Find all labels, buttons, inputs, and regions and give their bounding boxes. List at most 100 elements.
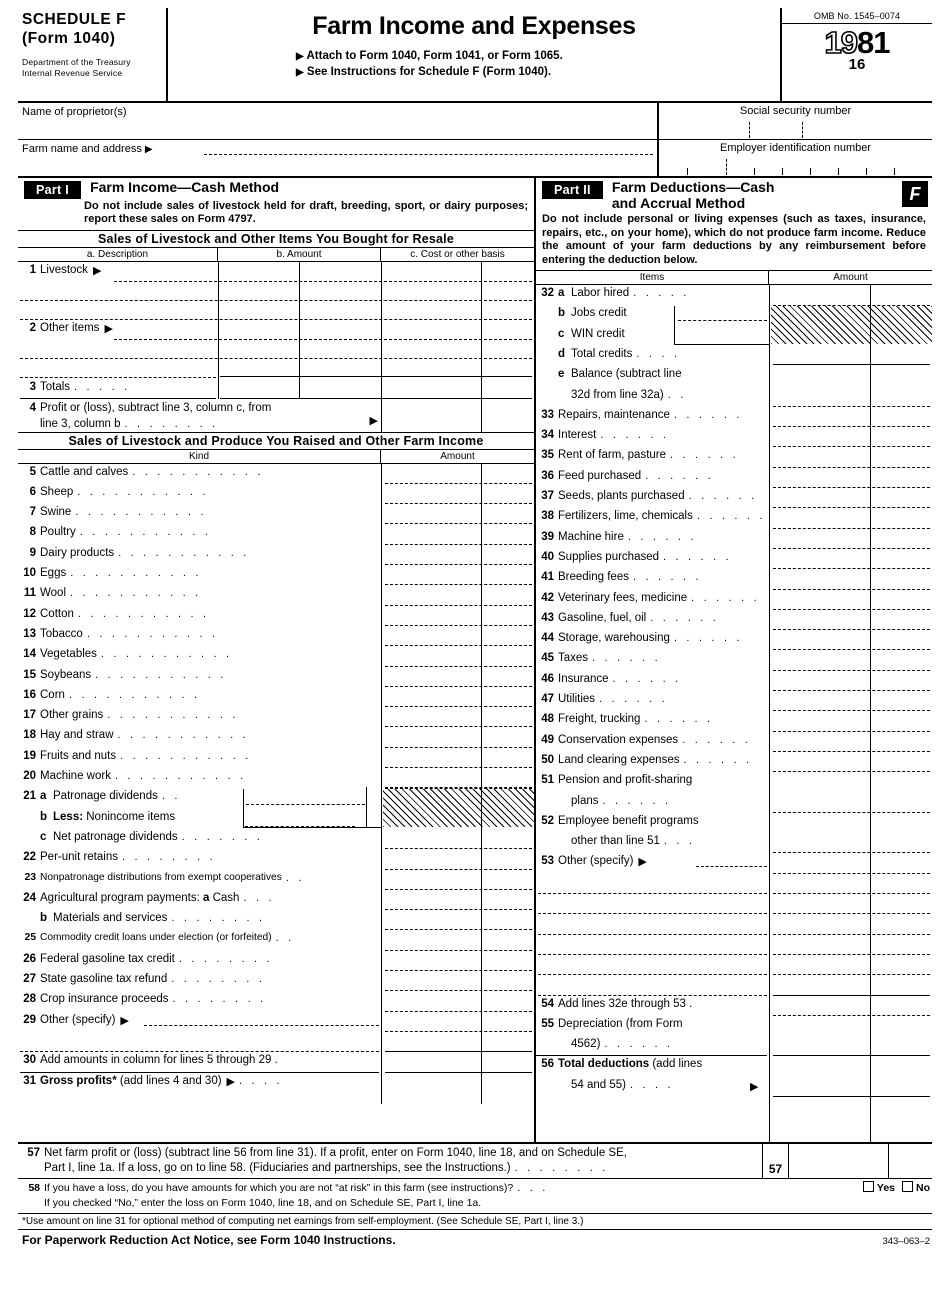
line-24-row[interactable]: 24 Agricultural program payments: a Cash.… (18, 892, 381, 912)
line-49-row[interactable]: 49 Conservation expenses. . . . . . (536, 734, 769, 754)
triangle-right-icon: ▶ (104, 322, 113, 335)
amount-rule (773, 487, 930, 488)
line-43-row[interactable]: 43 Gasoline, fuel, oil. . . . . . (536, 612, 769, 632)
line-21a-entry-rule[interactable] (246, 803, 365, 805)
triangle-right-icon: ▶ (369, 414, 378, 427)
line-15-row[interactable]: 15 Soybeans. . . . . . . . . . . (18, 669, 381, 689)
line-number: 46 (541, 672, 554, 685)
line-55-row[interactable]: 55 Depreciation (from Form (536, 1018, 769, 1038)
line-57-number: 57 (27, 1147, 40, 1159)
line-28-row[interactable]: 28 Crop insurance proceeds. . . . . . . . (18, 993, 381, 1013)
line-2-row[interactable]: 2 Other items ▶ (18, 320, 218, 339)
line-53-entry-rule[interactable] (696, 866, 767, 868)
farm-address-label: Farm name and address (22, 143, 142, 155)
line-52-row[interactable]: 52 Employee benefit programs (536, 815, 769, 835)
line-56-row[interactable]: 56 Total deductions (add lines (536, 1058, 769, 1078)
line-57-amount-cell[interactable] (788, 1144, 888, 1178)
line-4-band: 4 Profit or (loss), subtract line 3, col… (18, 398, 534, 433)
line-54-row[interactable]: 54 Add lines 32e through 53 . (536, 998, 769, 1018)
line-dot-leader: . . . . . . (627, 530, 697, 543)
line-16-row[interactable]: 16 Corn. . . . . . . . . . . (18, 689, 381, 709)
line-35-row[interactable]: 35 Rent of farm, pasture. . . . . . (536, 449, 769, 469)
line-30-row[interactable]: 30 Add amounts in column for lines 5 thro… (18, 1054, 381, 1074)
line-41-row[interactable]: 41 Breeding fees. . . . . . (536, 571, 769, 591)
line-57-row[interactable]: 57 Net farm profit or (loss) (subtract l… (18, 1144, 762, 1178)
line-46-row[interactable]: 46 Insurance. . . . . . (536, 673, 769, 693)
amount-rule (385, 888, 532, 890)
line-50-row[interactable]: 50 Land clearing expenses. . . . . . (536, 754, 769, 774)
line-51-row[interactable]: 51 Pension and profit-sharing (536, 774, 769, 794)
amount-rule (385, 1030, 532, 1032)
line-37-row[interactable]: 37 Seeds, plants purchased. . . . . . (536, 490, 769, 510)
line-4-row[interactable]: 4 Profit or (loss), subtract line 3, col… (18, 399, 381, 432)
ein-field[interactable]: Employer identification number (659, 140, 932, 176)
ein-divider (726, 159, 727, 175)
line-31-row[interactable]: 31 Gross profits* (add lines 4 and 30) ▶. … (18, 1075, 381, 1095)
line-53-row[interactable]: 53 Other (specify) ▶ (536, 855, 769, 875)
line-38-row[interactable]: 38 Fertilizers, lime, chemicals. . . . . … (536, 510, 769, 530)
line-continuation-row[interactable]: e Balance (subtract line (536, 368, 769, 388)
amount-rule (773, 933, 930, 935)
line-8-row[interactable]: 8 Poultry. . . . . . . . . . . (18, 526, 381, 546)
line-9-row[interactable]: 9 Dairy products. . . . . . . . . . . (18, 547, 381, 567)
line-25-row[interactable]: 25 Commodity credit loans under election … (18, 932, 381, 952)
line-number: 23 (24, 871, 36, 883)
line-39-row[interactable]: 39 Machine hire. . . . . . (536, 531, 769, 551)
line-continuation-row[interactable]: d Total credits. . . . (536, 348, 769, 368)
line-21-row[interactable]: 21 a Patronage dividends. . (18, 790, 381, 810)
line-continuation-row[interactable]: b Less: Nonincome items (18, 811, 381, 831)
line-continuation-row[interactable]: other than line 51. . . (536, 835, 769, 855)
line-11-row[interactable]: 11 Wool . . . . . . . . . . . (18, 587, 381, 607)
line-29-entry-rule[interactable] (144, 1024, 379, 1026)
line-10-row[interactable]: 10 Eggs. . . . . . . . . . . (18, 567, 381, 587)
line-23-row[interactable]: 23 Nonpatronage distributions from exempt… (18, 872, 381, 892)
line-36-row[interactable]: 36 Feed purchased. . . . . . (536, 470, 769, 490)
line-22-row[interactable]: 22 Per-unit retains. . . . . . . . (18, 851, 381, 871)
line-continuation-row[interactable]: 32d from line 32a). . (536, 389, 769, 409)
line-label: Add lines 32e through 53 . (558, 997, 693, 1010)
line-42-row[interactable]: 42 Veterinary fees, medicine. . . . . . (536, 592, 769, 612)
line-21b-entry-rule[interactable] (245, 825, 355, 827)
line-32-row[interactable]: 32 a Labor hired. . . . . (536, 287, 769, 307)
line-27-row[interactable]: 27 State gasoline tax refund. . . . . . .… (18, 973, 381, 993)
line-sub-label: Cash (209, 891, 240, 904)
line-dot-leader: . . . . . . (592, 652, 661, 665)
line-26-row[interactable]: 26 Federal gasoline tax credit. . . . . .… (18, 953, 381, 973)
line-18-row[interactable]: 18 Hay and straw. . . . . . . . . . . (18, 729, 381, 749)
line-14-row[interactable]: 14 Vegetables. . . . . . . . . . . (18, 648, 381, 668)
line-continuation-row[interactable]: c Net patronage dividends. . . . . . . (18, 831, 381, 851)
line-continuation-row[interactable]: 54 and 55) . . . . (536, 1079, 769, 1099)
line-3-row[interactable]: 3 Totals . . . . . (18, 378, 218, 393)
line-6-row[interactable]: 6 Sheep. . . . . . . . . . . (18, 486, 381, 506)
line-19-row[interactable]: 19 Fruits and nuts. . . . . . . . . . . (18, 750, 381, 770)
line-34-row[interactable]: 34 Interest. . . . . . (536, 429, 769, 449)
farm-address-field[interactable]: Farm name and address ▶ (18, 140, 657, 176)
line-45-row[interactable]: 45 Taxes. . . . . . (536, 652, 769, 672)
line-continuation-row[interactable]: b Materials and services. . . . . . . . (18, 912, 381, 932)
line-47-row[interactable]: 47 Utilities. . . . . . (536, 693, 769, 713)
line-7-row[interactable]: 7 Swine. . . . . . . . . . . (18, 506, 381, 526)
proprietor-name-field[interactable]: Name of proprietor(s) (18, 103, 657, 140)
line-label: State gasoline tax refund (40, 973, 168, 985)
line-40-row[interactable]: 40 Supplies purchased. . . . . . (536, 551, 769, 571)
line-57-cents-cell[interactable] (888, 1144, 932, 1178)
line-32b-entry-rule[interactable] (678, 319, 767, 321)
line-continuation-row[interactable]: plans. . . . . . (536, 795, 769, 815)
line-continuation-row[interactable]: 4562). . . . . . (536, 1038, 769, 1058)
line-number: 35 (541, 449, 554, 462)
line-continuation-row[interactable]: b Jobs credit (536, 307, 769, 327)
line-13-row[interactable]: 13 Tobacco. . . . . . . . . . . (18, 628, 381, 648)
line-48-row[interactable]: 48 Freight, trucking. . . . . . (536, 713, 769, 733)
line-20-row[interactable]: 20 Machine work. . . . . . . . . . . (18, 770, 381, 790)
line-33-row[interactable]: 33 Repairs, maintenance. . . . . . (536, 409, 769, 429)
at-risk-yes-checkbox[interactable] (862, 1181, 874, 1192)
line-1-row[interactable]: 1 Livestock ▶ (18, 262, 218, 281)
line-12-row[interactable]: 12 Cotton. . . . . . . . . . . (18, 608, 381, 628)
line-29-row[interactable]: 29 Other (specify) ▶ (18, 1014, 381, 1034)
ssn-field[interactable]: Social security number (659, 103, 932, 140)
line-44-row[interactable]: 44 Storage, warehousing. . . . . . (536, 632, 769, 652)
at-risk-no-checkbox[interactable] (902, 1181, 913, 1192)
line-5-row[interactable]: 5 Cattle and calves. . . . . . . . . . . (18, 466, 381, 486)
line-continuation-row[interactable]: c WIN credit (536, 328, 769, 348)
line-17-row[interactable]: 17 Other grains. . . . . . . . . . . (18, 709, 381, 729)
